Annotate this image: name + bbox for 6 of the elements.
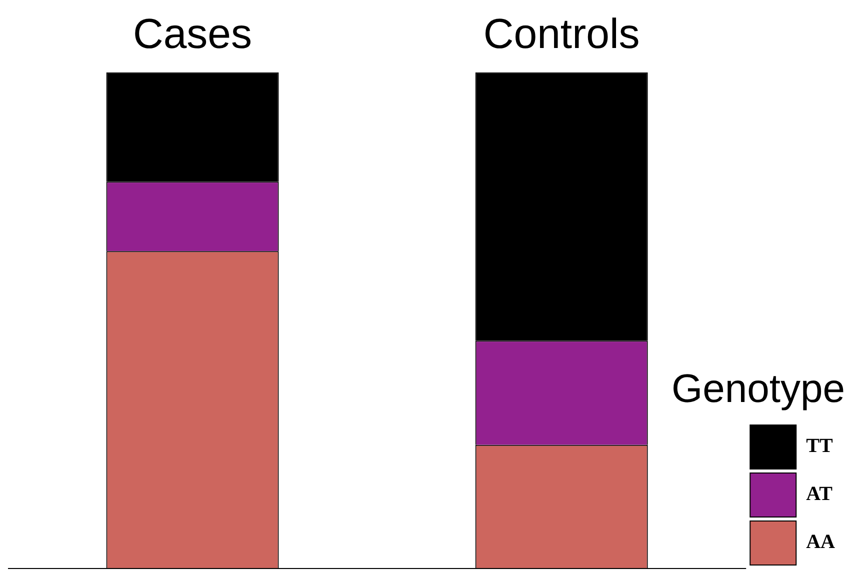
legend-label: AA [806,531,836,554]
legend-title: Genotype [672,367,845,412]
x-tick-label: Cases [132,10,252,57]
legend-label: AT [806,483,834,506]
x-tick-label: Controls [483,10,640,57]
legend-label: TT [806,435,834,458]
